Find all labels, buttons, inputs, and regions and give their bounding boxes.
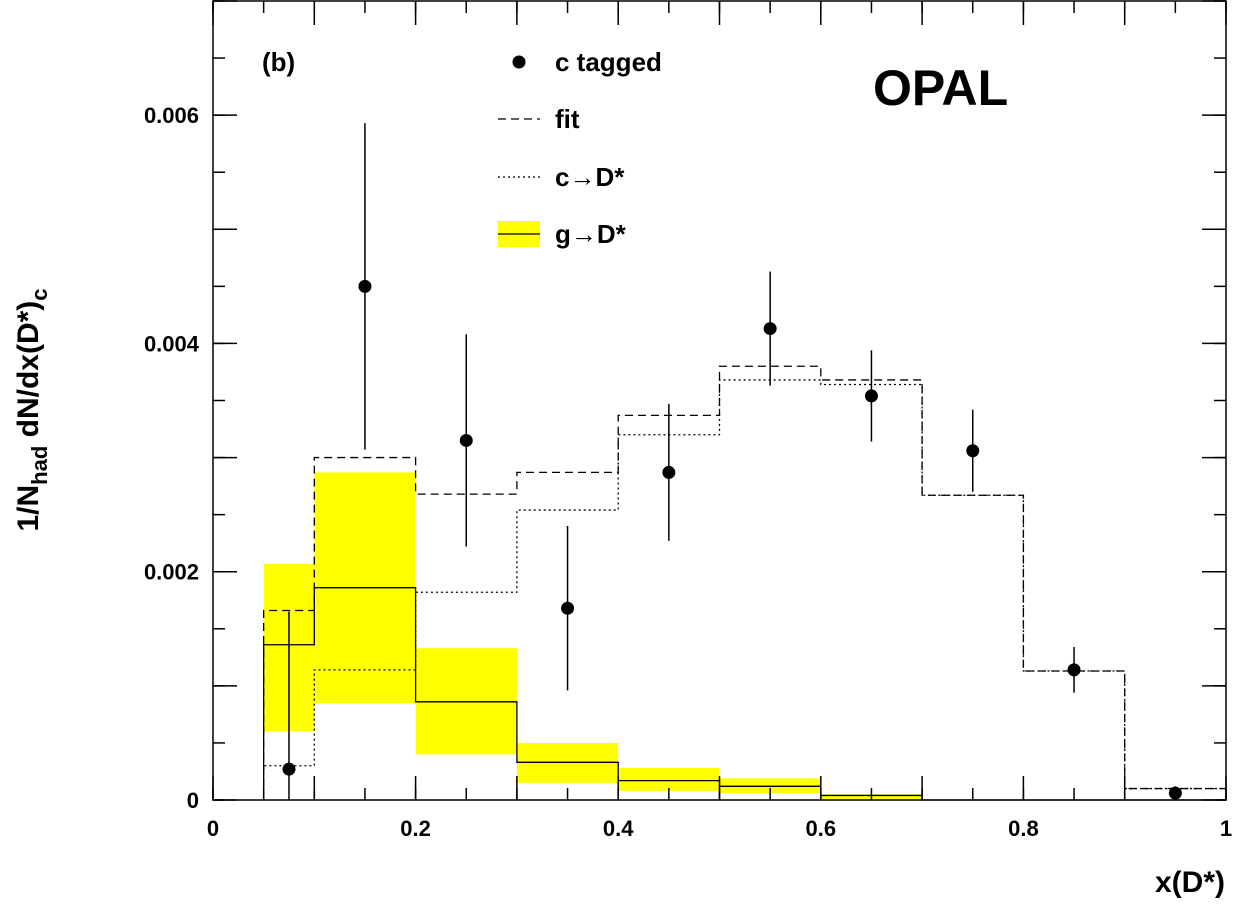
- data-point-2: [459, 433, 473, 447]
- data-point-4: [662, 465, 676, 479]
- y-axis-title-sub1: had: [27, 446, 52, 485]
- x-tick-label: 0.4: [603, 816, 634, 841]
- y-tick-label: 0: [187, 788, 199, 813]
- data-point-6: [864, 389, 878, 403]
- y-axis-title-main: 1/N: [12, 485, 45, 532]
- data-point-0: [282, 762, 296, 776]
- x-axis-title: x(D*): [1155, 866, 1225, 899]
- y-axis-title-sub2: c: [27, 288, 52, 300]
- x-tick-label: 0.8: [1008, 816, 1039, 841]
- fit-step-line: [263, 365, 1227, 800]
- experiment-label: OPAL: [873, 60, 1008, 116]
- legend-label-g: g→D*: [555, 219, 627, 249]
- legend-label-data: c tagged: [555, 47, 662, 77]
- data-point-1: [358, 279, 372, 293]
- axis-ticks-group: 0 0.2 0.4 0.6 0.8 1 0 0.002 0.004 0.006: [144, 0, 1232, 841]
- data-point-7: [966, 444, 980, 458]
- g-band-4: [618, 768, 720, 791]
- data-points-group: [282, 123, 1182, 800]
- legend-marker-data: [512, 55, 526, 69]
- data-point-5: [763, 322, 777, 336]
- y-tick-label: 0.006: [144, 103, 199, 128]
- x-tick-label: 0.6: [806, 816, 837, 841]
- x-tick-label: 1: [1220, 816, 1232, 841]
- y-tick-label: 0.004: [144, 331, 200, 356]
- legend: c tagged fit c→D* g→D*: [498, 47, 662, 249]
- data-point-3: [561, 601, 575, 615]
- legend-label-fit: fit: [555, 104, 580, 134]
- panel-label: (b): [262, 47, 295, 77]
- x-tick-label: 0: [207, 816, 219, 841]
- y-tick-label: 0.002: [144, 560, 199, 585]
- data-point-8: [1067, 663, 1081, 677]
- legend-label-c: c→D*: [555, 162, 625, 192]
- y-axis-title: 1/Nhad dN/dx(D*)c: [12, 288, 52, 531]
- y-axis-title-mid: dN/dx(D*): [12, 301, 45, 446]
- x-tick-label: 0.2: [400, 816, 431, 841]
- g-band-group: [263, 472, 923, 799]
